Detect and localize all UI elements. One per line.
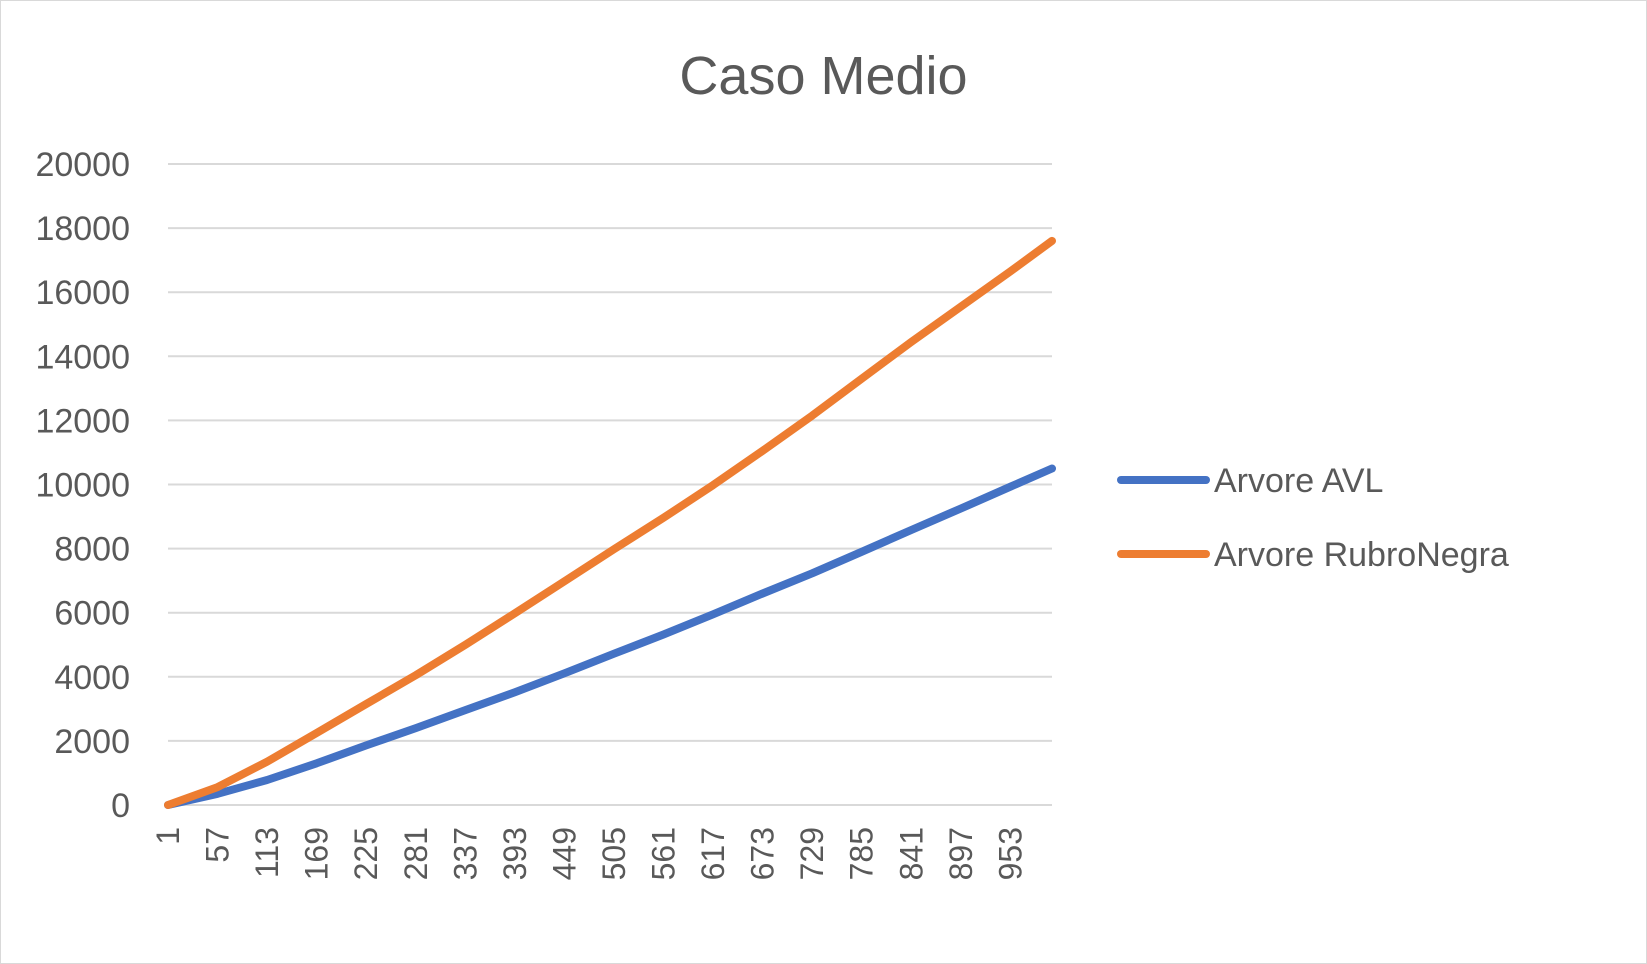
x-tick-label: 897 <box>943 827 979 880</box>
y-tick-label: 16000 <box>35 274 130 312</box>
y-tick-label: 0 <box>111 787 130 825</box>
legend-label-2: Arvore RubroNegra <box>1214 536 1509 574</box>
x-tick-label: 113 <box>249 827 285 878</box>
x-tick-label: 785 <box>844 827 880 880</box>
y-tick-label: 12000 <box>35 402 130 440</box>
x-tick-label: 841 <box>893 827 929 880</box>
y-tick-label: 4000 <box>54 659 130 697</box>
series-line-2 <box>164 236 1056 809</box>
x-tick-label: 337 <box>447 827 483 880</box>
y-tick-label: 20000 <box>35 146 130 184</box>
x-tick-label: 57 <box>200 827 236 863</box>
y-tick-label: 6000 <box>54 595 130 633</box>
x-tick-label: 729 <box>794 827 830 880</box>
x-tick-label: 953 <box>992 827 1028 880</box>
legend-label-1: Arvore AVL <box>1214 462 1383 500</box>
x-tick-label: 1 <box>150 827 186 845</box>
x-tick-label: 673 <box>745 827 781 880</box>
x-tick-label: 449 <box>546 827 582 880</box>
x-tick-label: 393 <box>497 827 533 880</box>
x-tick-label: 225 <box>348 827 384 880</box>
chart-title: Caso Medio <box>679 46 968 106</box>
x-tick-label: 169 <box>299 827 335 880</box>
y-tick-label: 14000 <box>35 338 130 376</box>
series-line-1 <box>164 464 1056 809</box>
y-tick-label: 2000 <box>54 723 130 761</box>
x-tick-label: 505 <box>596 827 632 880</box>
y-tick-label: 10000 <box>35 467 130 505</box>
y-tick-label: 8000 <box>54 531 130 569</box>
x-tick-label: 561 <box>646 827 682 880</box>
x-tick-label: 281 <box>398 827 434 880</box>
y-tick-label: 18000 <box>35 210 130 248</box>
x-tick-label: 617 <box>695 827 731 880</box>
